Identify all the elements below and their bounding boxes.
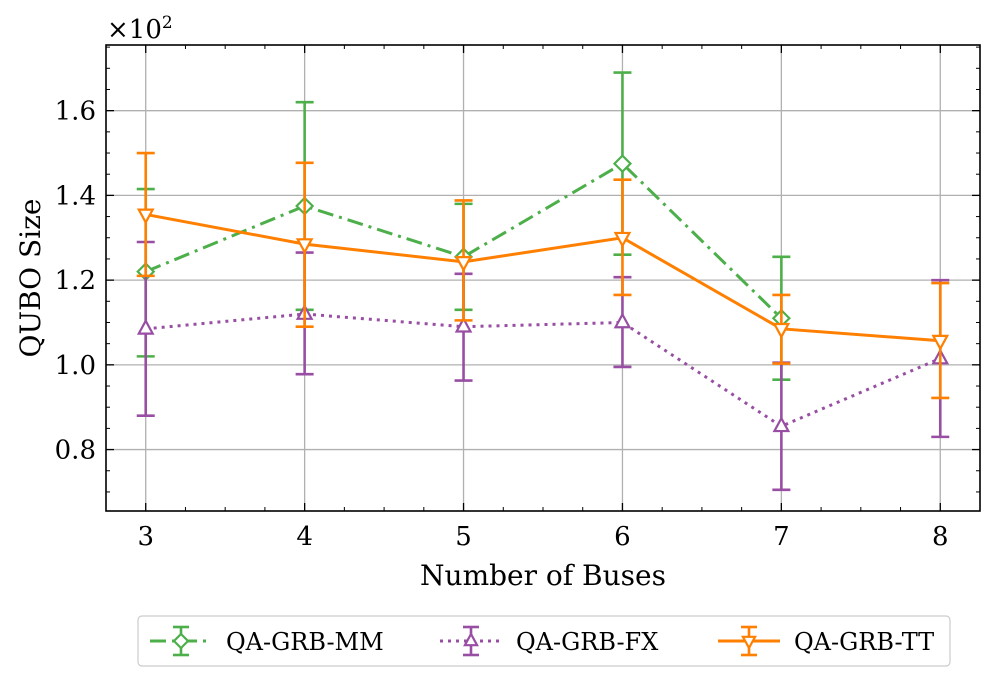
legend-label: QA-GRB-TT [794, 628, 934, 656]
series-qa-grb-fx [136, 240, 950, 492]
y-tick-label: 1.0 [55, 351, 96, 381]
data-point [454, 316, 473, 333]
series-line [145, 212, 941, 343]
x-tick-label: 5 [455, 522, 472, 552]
data-point [136, 318, 155, 335]
data-point [931, 334, 950, 352]
plot-frame [105, 44, 981, 512]
data-point [613, 231, 632, 249]
multiplier-base: ×10 [107, 15, 162, 45]
y-tick-label: 0.8 [55, 436, 96, 466]
y-axis-label: QUBO Size [14, 199, 47, 358]
legend-marker [741, 635, 757, 651]
y-tick-label: 1.4 [55, 181, 96, 211]
series-line [145, 312, 941, 428]
data-point [136, 208, 155, 225]
data-point [613, 312, 632, 329]
legend-label: QA-GRB-FX [516, 628, 658, 656]
data-point [454, 256, 473, 273]
legend-marker [172, 632, 190, 650]
x-tick-label: 8 [932, 522, 949, 552]
legend-item-qa-grb-fx: QA-GRB-FX [440, 625, 658, 657]
data-point [772, 415, 791, 433]
legend-item-qa-grb-tt: QA-GRB-TT [718, 625, 934, 657]
legend-item-qa-grb-mm: QA-GRB-MM [150, 625, 384, 657]
legend-marker [463, 631, 479, 647]
data-point [772, 322, 791, 340]
y-axis-multiplier: ×102 [107, 13, 173, 45]
grid [106, 45, 980, 511]
ticks: 3 4 5 6 7 8 0.8 1.0 1.2 1.4 1.6 [55, 45, 980, 552]
series-line [145, 161, 783, 320]
data-point [295, 238, 314, 255]
series-qa-grb-tt [136, 151, 950, 400]
legend-frame [137, 615, 951, 667]
legend: QA-GRB-MM QA-GRB-FX QA-GRB-TT [137, 615, 951, 667]
y-tick-label: 1.6 [55, 97, 96, 127]
data-point [612, 154, 633, 174]
multiplier-exponent: 2 [162, 13, 173, 33]
x-tick-label: 3 [137, 522, 154, 552]
x-tick-label: 7 [773, 522, 790, 552]
x-tick-label: 4 [296, 522, 313, 552]
legend-label: QA-GRB-MM [226, 628, 384, 656]
x-axis-label: Number of Buses [420, 559, 666, 592]
y-tick-label: 1.2 [55, 266, 96, 296]
series-layer [136, 71, 950, 492]
x-tick-label: 6 [614, 522, 631, 552]
